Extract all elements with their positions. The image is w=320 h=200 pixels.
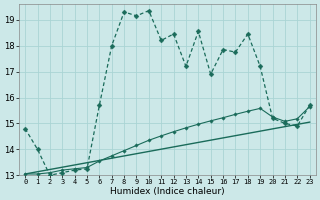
X-axis label: Humidex (Indice chaleur): Humidex (Indice chaleur) <box>110 187 225 196</box>
